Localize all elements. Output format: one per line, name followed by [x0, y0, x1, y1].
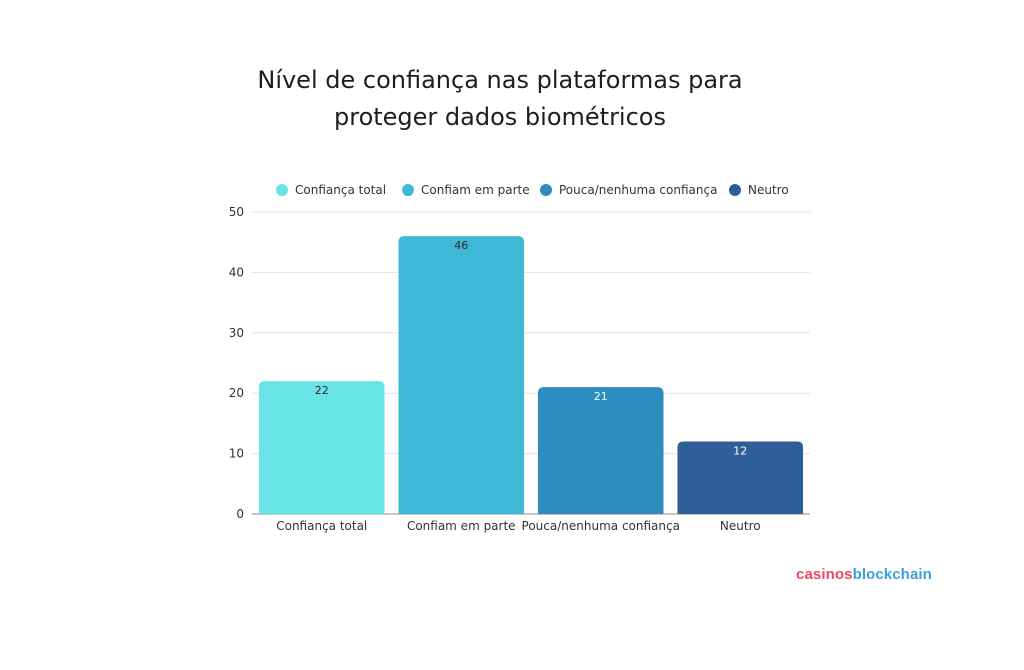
legend-marker [729, 184, 741, 196]
legend-marker [540, 184, 552, 196]
y-tick-label: 50 [229, 205, 244, 219]
x-tick-label: Confiam em parte [407, 519, 516, 533]
x-tick-label: Confiança total [276, 519, 367, 533]
legend-label: Pouca/nenhuma confiança [559, 183, 717, 197]
x-axis: Confiança total Confiam em parte Pouca/nen… [276, 519, 760, 533]
legend-marker [276, 184, 288, 196]
bar-value-label: 21 [594, 390, 608, 403]
brand-logo-part-2: blockchain [852, 566, 932, 583]
y-tick-label: 20 [229, 386, 244, 400]
chart-title: Nível de confiança nas plataformas para … [0, 62, 1000, 136]
x-tick-label: Neutro [720, 519, 761, 533]
y-axis: 0 10 20 30 40 50 [229, 205, 244, 521]
legend-label: Confiam em parte [421, 183, 530, 197]
x-tick-label: Pouca/nenhuma confiança [522, 519, 680, 533]
bar-value-label: 46 [454, 239, 468, 252]
legend: Confiança total Confiam em parte Pouca/nen… [276, 183, 789, 197]
bar [398, 236, 525, 514]
y-tick-label: 0 [236, 507, 244, 521]
brand-logo-part-1: casinos [796, 566, 853, 583]
bar [537, 387, 664, 514]
y-tick-label: 10 [229, 447, 244, 461]
legend-label: Neutro [748, 183, 789, 197]
y-tick-label: 30 [229, 326, 244, 340]
y-tick-label: 40 [229, 265, 244, 279]
bars: 22 46 21 12 [258, 236, 804, 514]
brand-logo: casinosblockchain [796, 566, 932, 583]
bar [677, 441, 804, 514]
bar [258, 381, 385, 514]
legend-label: Confiança total [295, 183, 386, 197]
bar-value-label: 22 [315, 384, 329, 397]
bar-value-label: 12 [733, 445, 747, 458]
chart-title-line-2: proteger dados biométricos [334, 103, 666, 131]
legend-marker [402, 184, 414, 196]
chart-title-line-1: Nível de confiança nas plataformas para [257, 66, 743, 94]
